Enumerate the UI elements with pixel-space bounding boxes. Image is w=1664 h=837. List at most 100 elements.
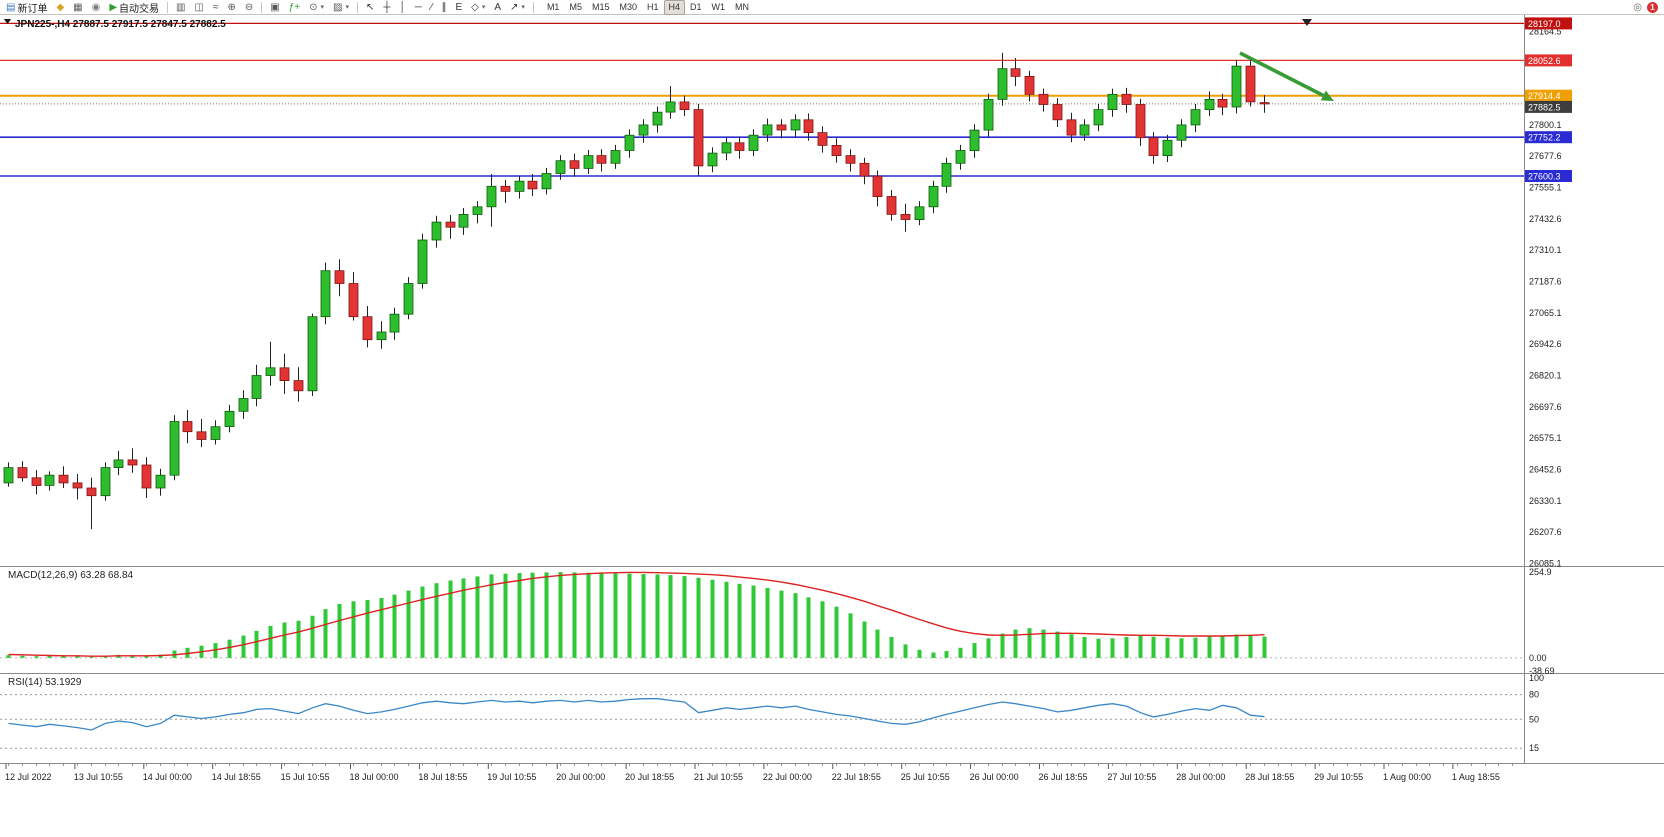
template-icon: ▨: [333, 1, 343, 13]
candlestick-icon: ◫: [194, 1, 204, 13]
data-window-button[interactable]: ◉: [88, 0, 105, 15]
rsi-pane[interactable]: RSI(14) 53.1929: [0, 677, 1524, 749]
notification-badge[interactable]: 1: [1647, 1, 1658, 13]
price-box: [1525, 89, 1572, 102]
price-box: [1525, 100, 1572, 113]
time-axis-label: 28 Jul 00:00: [1176, 772, 1225, 782]
indicators-button[interactable]: ƒ+: [285, 0, 304, 15]
fibonacci-button[interactable]: E: [451, 0, 466, 15]
cursor-button[interactable]: ↖: [362, 0, 378, 15]
price-axis-label: 27555.1: [1529, 183, 1562, 193]
zoom-in-icon: ⊕: [227, 1, 236, 13]
trend-arrow-annotation[interactable]: [1239, 51, 1325, 98]
macd-pane[interactable]: MACD(12,26,9) 63.28 68.84: [0, 570, 1524, 659]
new-order-button[interactable]: ▤ 新订单: [2, 0, 51, 15]
search-icon[interactable]: ◎: [1633, 1, 1642, 13]
market-watch-button[interactable]: ▦: [69, 0, 86, 15]
arrows-button[interactable]: ↗ ▾: [506, 0, 529, 15]
chart-window[interactable]: JPN225-,H4 27887.5 27917.5 27847.5 27882…: [0, 15, 1664, 837]
price-box: [1525, 17, 1572, 30]
chart-line-button[interactable]: ≈: [209, 0, 223, 15]
shapes-button[interactable]: ◇ ▾: [467, 0, 489, 15]
timeframe-m1-button[interactable]: M1: [546, 1, 560, 12]
horizontal-line-button[interactable]: ─: [411, 0, 426, 15]
timeframe-mn-button[interactable]: MN: [735, 1, 750, 12]
channel-button[interactable]: ∥: [437, 0, 450, 15]
price-axis-label: 27065.1: [1529, 308, 1562, 318]
time-axis-label: 27 Jul 10:55: [1107, 772, 1156, 782]
time-axis-label: 1 Aug 00:00: [1383, 772, 1431, 782]
price-axis-label: 26085.1: [1529, 558, 1562, 568]
arrow-tool-icon: ↗: [510, 1, 519, 13]
price-box-label: 27882.5: [1528, 102, 1561, 112]
timeframe-m15-button[interactable]: M15: [591, 1, 610, 12]
time-axis-label: 22 Jul 00:00: [763, 772, 812, 782]
main-toolbar: ▤ 新订单 ◆ ▦ ◉ ▶ 自动交易 ▥ ◫ ≈ ⊕ ⊖ ▣ ƒ+ ⊙ ▾ ▨ ▾ ↖ ┼ │ ─ ∕ ∥ E ◇ ▾ A ↗ ▾ M1 M5…: [0, 0, 1664, 15]
price-axis[interactable]: 28164.5 27800.1 27677.6 27555.1 27432.6 27310…: [1524, 15, 1573, 764]
price-box: [1525, 54, 1572, 67]
gold-chart-button[interactable]: ◆: [52, 0, 68, 15]
timeframe-h4-button[interactable]: H4: [663, 0, 686, 15]
price-box: [1525, 131, 1572, 144]
periods-button[interactable]: ⊙ ▾: [305, 0, 328, 15]
dropdown-caret-icon: ▾: [320, 4, 324, 11]
clock-icon: ⊙: [309, 1, 318, 13]
timeframe-d1-button[interactable]: D1: [690, 1, 702, 12]
trendline-button[interactable]: ∕: [427, 0, 437, 15]
trendline-icon: ∕: [430, 1, 433, 13]
chart-candles-button[interactable]: ◫: [191, 0, 208, 15]
price-box-label: 27600.3: [1528, 172, 1561, 182]
timeframe-w1-button[interactable]: W1: [711, 1, 726, 12]
target-icon: ◉: [91, 1, 101, 13]
toolbar-right-group: ◎ 1: [1633, 1, 1662, 14]
time-axis-label: 1 Aug 18:55: [1452, 772, 1500, 782]
autotrade-play-icon: ▶: [109, 1, 118, 13]
line-chart-icon: ≈: [212, 1, 219, 13]
zoom-out-button[interactable]: ⊖: [241, 0, 257, 15]
time-axis-label: 18 Jul 18:55: [418, 772, 467, 782]
object-marker-triangle[interactable]: [1302, 19, 1312, 26]
trend-arrow-head: [1320, 90, 1334, 101]
dropdown-caret-icon: ▾: [481, 4, 486, 11]
tile-windows-icon: ▣: [270, 1, 280, 13]
indicator-fx-icon: ƒ+: [288, 1, 301, 13]
one-click-expand-triangle[interactable]: [4, 19, 11, 24]
time-axis[interactable]: 12 Jul 2022 13 Jul 10:55 14 Jul 00:00 14 Ju…: [5, 764, 1513, 782]
zoom-out-icon: ⊖: [244, 1, 254, 13]
price-axis-label: 27800.1: [1529, 120, 1562, 130]
price-axis-label: 26330.1: [1529, 496, 1562, 506]
tile-windows-button[interactable]: ▣: [266, 0, 283, 15]
bar-chart-icon: ▥: [176, 1, 186, 13]
autotrade-button[interactable]: ▶ 自动交易: [105, 0, 163, 15]
zoom-in-button[interactable]: ⊕: [223, 0, 239, 15]
autotrade-button-label: 自动交易: [119, 3, 160, 15]
time-axis-label: 29 Jul 10:55: [1314, 772, 1363, 782]
toolbar-separator: [167, 1, 169, 13]
grid-icon: ▦: [73, 1, 83, 13]
crosshair-button[interactable]: ┼: [379, 0, 394, 15]
vertical-line-button[interactable]: │: [395, 0, 409, 15]
timeframe-m5-button[interactable]: M5: [569, 1, 582, 12]
price-axis-label: 27677.6: [1529, 151, 1562, 161]
text-button[interactable]: A: [490, 0, 505, 15]
templates-button[interactable]: ▨ ▾: [329, 0, 353, 15]
time-axis-label: 25 Jul 10:55: [901, 772, 950, 782]
price-axis-label: 27187.6: [1529, 277, 1562, 287]
dropdown-caret-icon: ▾: [521, 4, 525, 11]
price-axis-label: 26452.6: [1529, 465, 1562, 475]
price-axis-label: 26697.6: [1529, 402, 1562, 412]
price-axis-label: 26942.6: [1529, 339, 1562, 349]
main-price-pane[interactable]: JPN225-,H4 27887.5 27917.5 27847.5 27882…: [0, 19, 1524, 530]
toolbar-separator: [261, 1, 263, 13]
price-axis-label: 26575.1: [1529, 433, 1562, 443]
chart-bars-button[interactable]: ▥: [172, 0, 189, 15]
price-box-label: 28197.0: [1528, 19, 1561, 29]
timeframe-h1-button[interactable]: H1: [647, 1, 659, 12]
macd-axis-label: -38.69: [1529, 666, 1555, 676]
timeframe-m30-button[interactable]: M30: [619, 1, 637, 12]
time-axis-label: 15 Jul 10:55: [281, 772, 330, 782]
price-axis-label: 28164.5: [1529, 27, 1562, 37]
time-axis-label: 20 Jul 00:00: [556, 772, 605, 782]
price-box-label: 27752.2: [1528, 133, 1561, 143]
text-icon: A: [494, 1, 502, 13]
